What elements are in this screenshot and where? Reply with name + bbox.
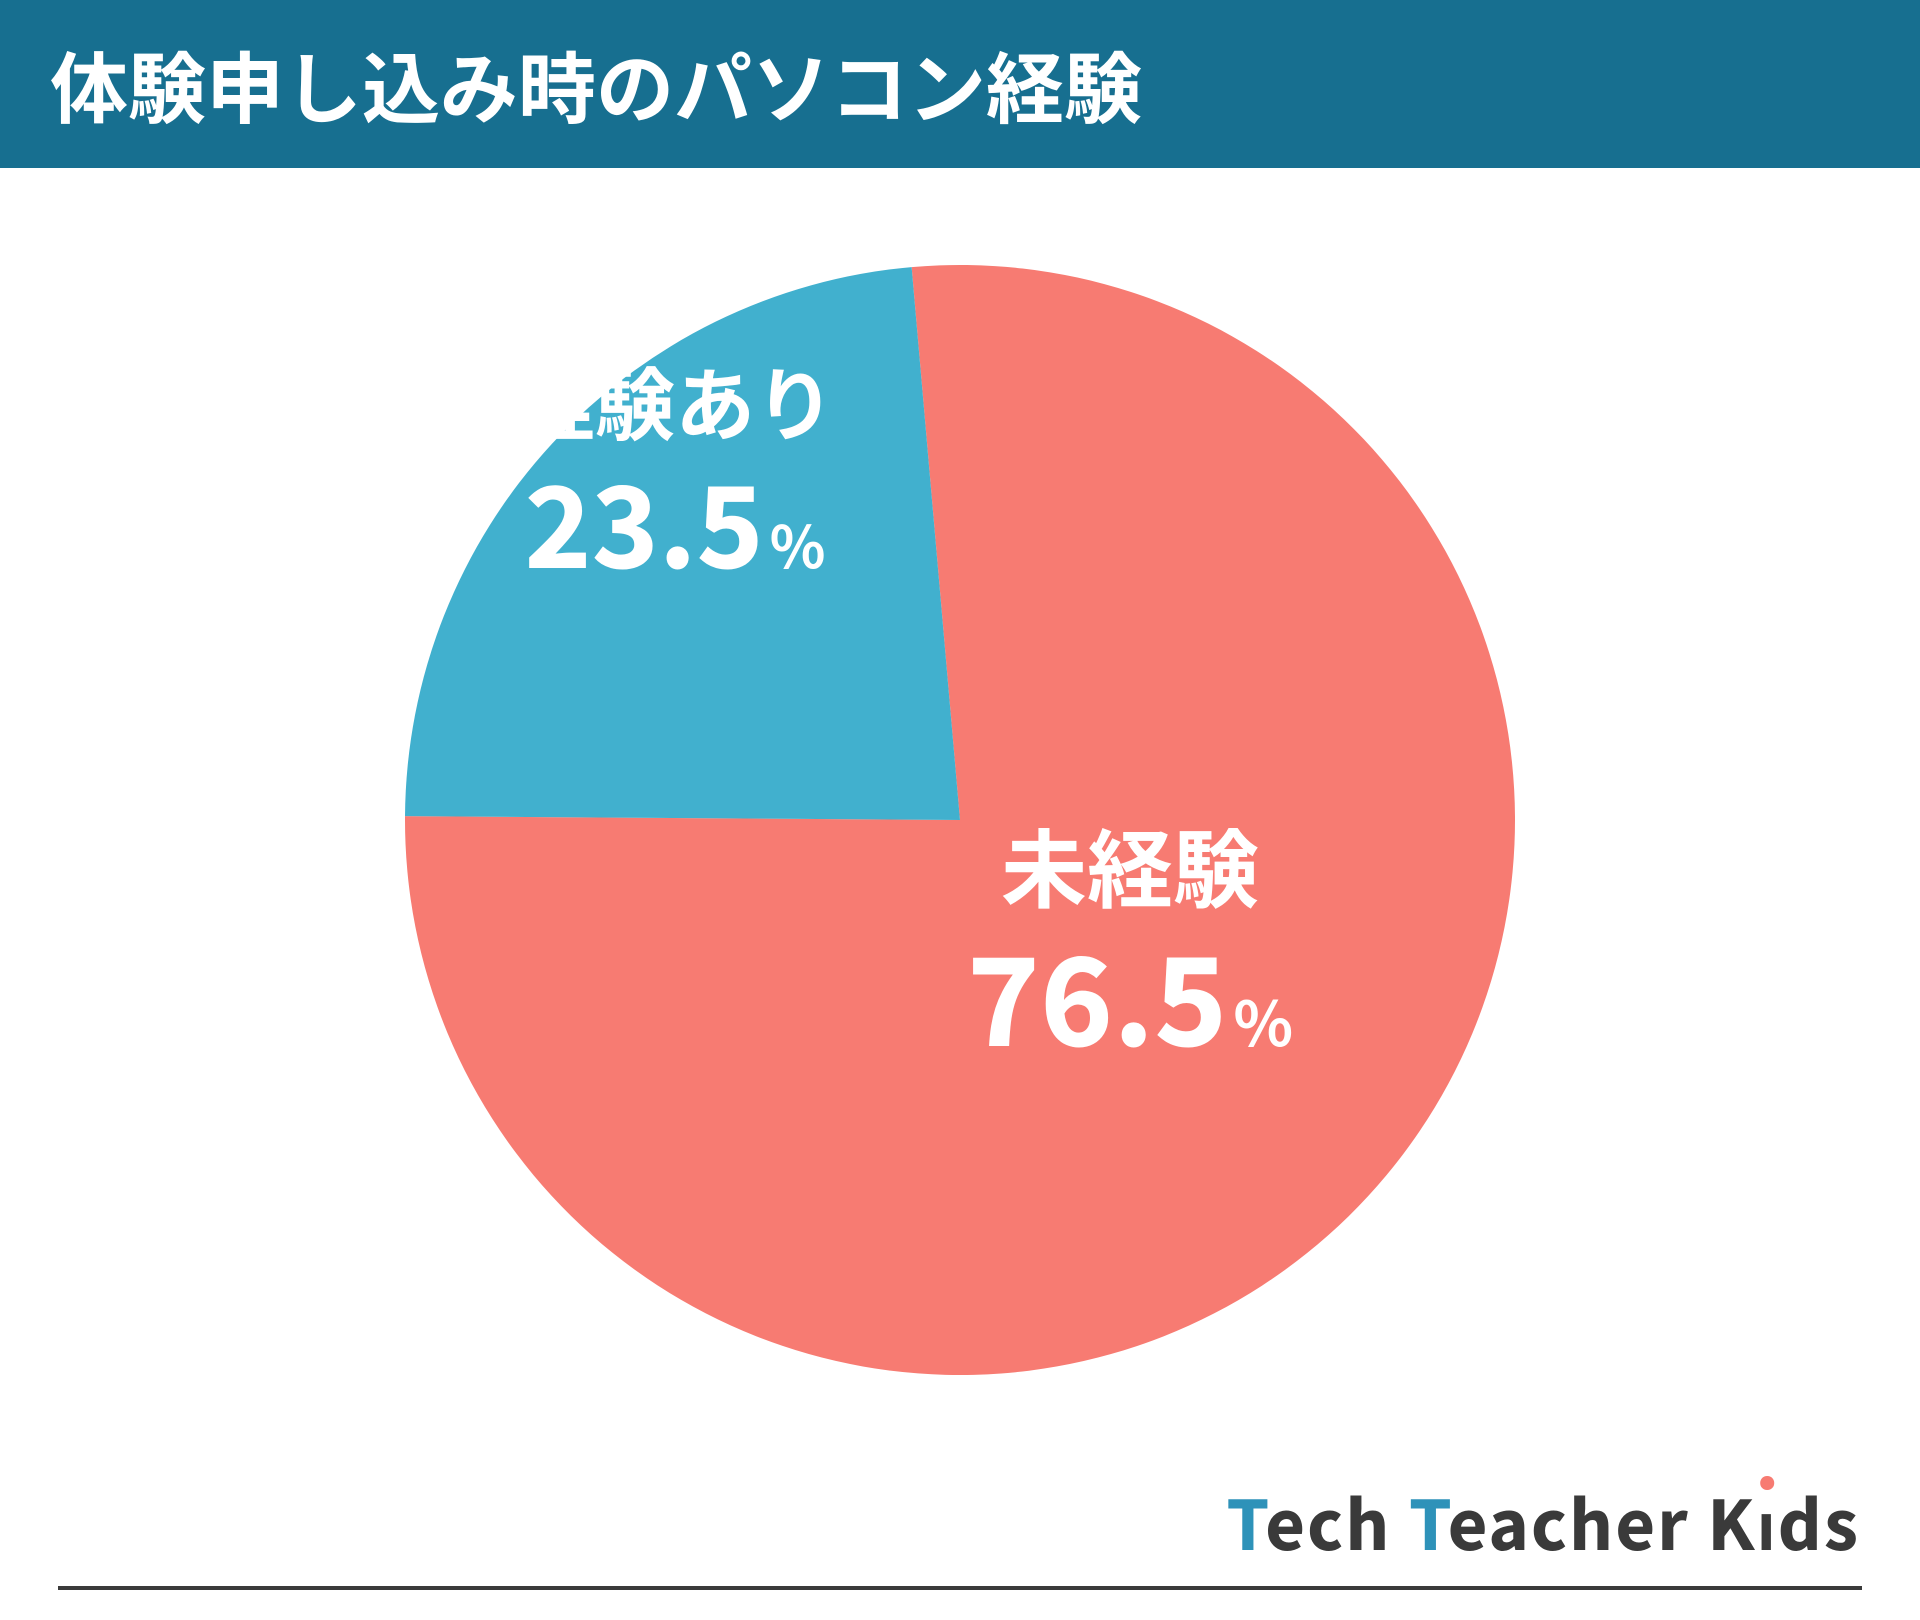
brand-part: ds [1778, 1471, 1860, 1570]
slice-label: 経験あり23.5% [515, 350, 835, 590]
brand-letter-i: ı [1757, 1471, 1778, 1570]
chart-title-bar: 体験申し込み時のパソコン経験 [0, 0, 1920, 168]
brand-part: T [1409, 1471, 1448, 1570]
percent-symbol: % [1233, 981, 1293, 1059]
chart-area: 未経験76.5%経験あり23.5% [0, 168, 1920, 1471]
footer-underline [58, 1586, 1862, 1590]
slice-value-line: 23.5% [515, 450, 835, 590]
brand-part: ech [1265, 1471, 1409, 1570]
slice-value: 76.5 [967, 918, 1227, 1071]
slice-name: 未経験 [967, 810, 1293, 918]
footer: Tech Teacher Kıds [0, 1471, 1920, 1620]
percent-symbol: % [770, 507, 826, 580]
slice-label: 未経験76.5% [967, 810, 1293, 1070]
brand-dot-icon [1760, 1476, 1774, 1490]
slice-value-line: 76.5% [967, 918, 1293, 1071]
slice-value: 23.5 [525, 450, 764, 590]
slice-name: 経験あり [515, 350, 835, 450]
brand-logo: Tech Teacher Kıds [1226, 1471, 1860, 1570]
brand-part: T [1226, 1471, 1265, 1570]
brand-part: eacher K [1448, 1471, 1757, 1570]
chart-title: 体験申し込み時のパソコン経験 [50, 28, 1142, 140]
